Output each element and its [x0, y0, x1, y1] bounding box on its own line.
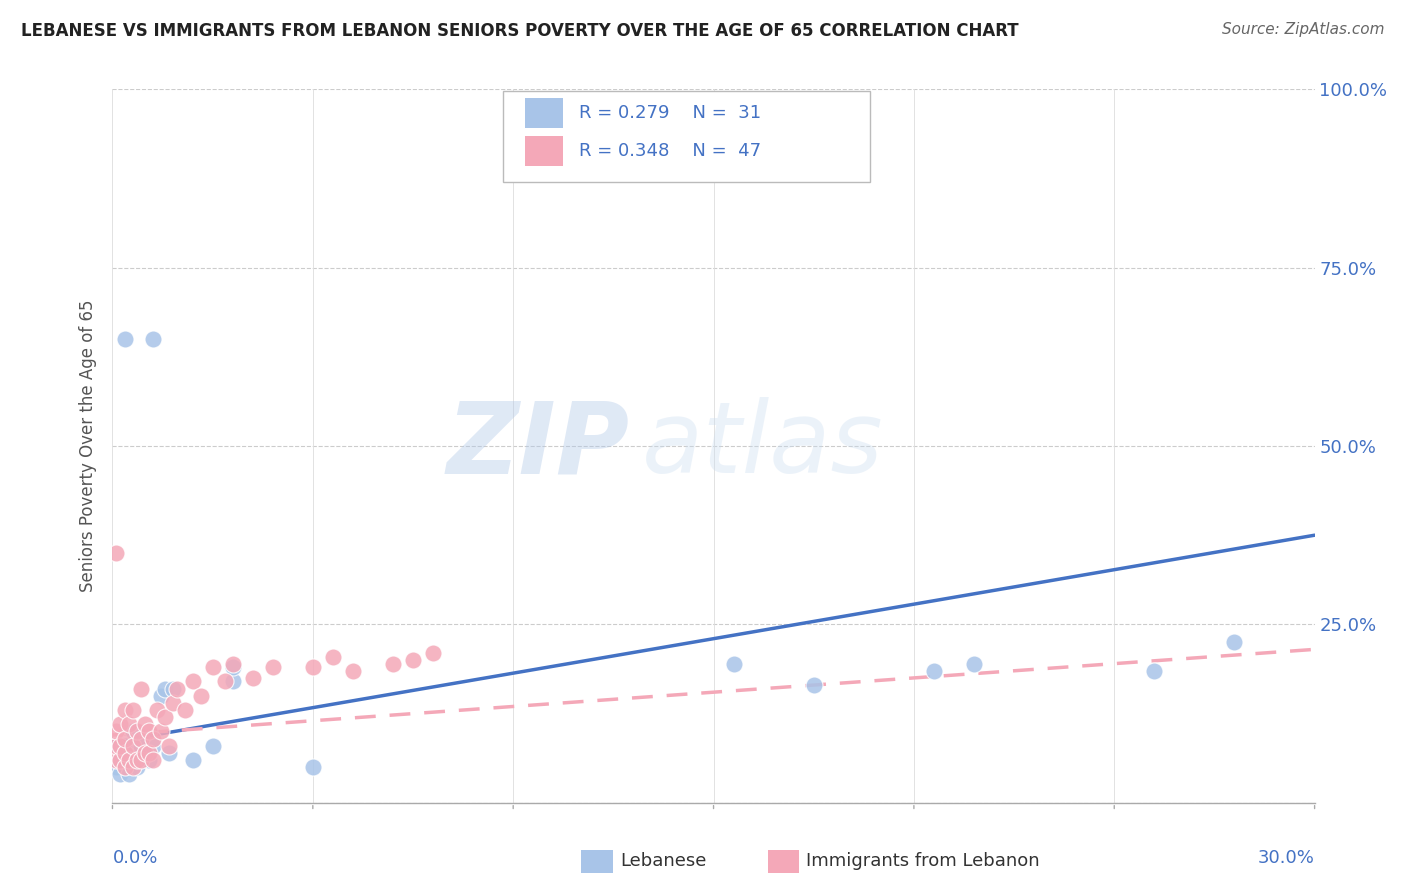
- Point: [222, 674, 245, 689]
- Point: [302, 760, 325, 774]
- Point: [214, 674, 236, 689]
- Point: [963, 657, 986, 671]
- Point: [162, 681, 184, 696]
- Text: 0.0%: 0.0%: [112, 849, 157, 867]
- Point: [723, 657, 745, 671]
- FancyBboxPatch shape: [768, 850, 799, 872]
- Point: [129, 739, 152, 753]
- Point: [129, 681, 152, 696]
- Point: [110, 739, 132, 753]
- Point: [201, 660, 224, 674]
- Point: [117, 717, 139, 731]
- Point: [190, 689, 212, 703]
- Point: [121, 753, 143, 767]
- Point: [138, 724, 160, 739]
- Point: [110, 753, 132, 767]
- Point: [157, 746, 180, 760]
- Point: [342, 664, 364, 678]
- Point: [1143, 664, 1166, 678]
- FancyBboxPatch shape: [581, 850, 613, 872]
- Point: [322, 649, 344, 664]
- FancyBboxPatch shape: [524, 136, 564, 166]
- Point: [110, 717, 132, 731]
- Y-axis label: Seniors Poverty Over the Age of 65: Seniors Poverty Over the Age of 65: [79, 300, 97, 592]
- Point: [121, 739, 143, 753]
- Point: [242, 671, 264, 685]
- FancyBboxPatch shape: [524, 98, 564, 128]
- Point: [153, 681, 176, 696]
- Point: [129, 753, 152, 767]
- Text: R = 0.348    N =  47: R = 0.348 N = 47: [579, 142, 761, 160]
- Point: [114, 332, 136, 346]
- Point: [302, 660, 325, 674]
- Point: [134, 717, 156, 731]
- Point: [1223, 635, 1246, 649]
- Text: Source: ZipAtlas.com: Source: ZipAtlas.com: [1222, 22, 1385, 37]
- Point: [105, 724, 128, 739]
- Point: [125, 760, 148, 774]
- Point: [153, 710, 176, 724]
- Text: 30.0%: 30.0%: [1258, 849, 1315, 867]
- Point: [138, 746, 160, 760]
- Point: [382, 657, 405, 671]
- Text: Immigrants from Lebanon: Immigrants from Lebanon: [806, 853, 1039, 871]
- Point: [166, 681, 188, 696]
- Point: [129, 731, 152, 746]
- Point: [262, 660, 284, 674]
- Text: Lebanese: Lebanese: [620, 853, 706, 871]
- Point: [181, 753, 204, 767]
- Point: [222, 660, 245, 674]
- Point: [181, 674, 204, 689]
- Point: [162, 696, 184, 710]
- Point: [145, 703, 167, 717]
- Point: [201, 739, 224, 753]
- Point: [110, 767, 132, 781]
- Text: LEBANESE VS IMMIGRANTS FROM LEBANON SENIORS POVERTY OVER THE AGE OF 65 CORRELATI: LEBANESE VS IMMIGRANTS FROM LEBANON SENI…: [21, 22, 1019, 40]
- Point: [105, 753, 128, 767]
- Point: [149, 724, 172, 739]
- Point: [157, 739, 180, 753]
- Point: [114, 703, 136, 717]
- Point: [105, 739, 128, 753]
- Point: [149, 689, 172, 703]
- Point: [125, 753, 148, 767]
- Point: [121, 703, 143, 717]
- Text: R = 0.279    N =  31: R = 0.279 N = 31: [579, 103, 761, 122]
- Point: [141, 753, 163, 767]
- Point: [117, 753, 139, 767]
- Point: [110, 753, 132, 767]
- Point: [141, 739, 163, 753]
- Point: [134, 746, 156, 760]
- Point: [173, 703, 195, 717]
- Text: ZIP: ZIP: [446, 398, 630, 494]
- Point: [105, 739, 128, 753]
- Point: [117, 746, 139, 760]
- Point: [125, 724, 148, 739]
- Point: [402, 653, 425, 667]
- Point: [105, 546, 128, 560]
- Point: [114, 760, 136, 774]
- Point: [134, 746, 156, 760]
- Point: [117, 767, 139, 781]
- FancyBboxPatch shape: [503, 91, 870, 182]
- Point: [141, 332, 163, 346]
- Text: atlas: atlas: [641, 398, 883, 494]
- Point: [114, 739, 136, 753]
- Point: [121, 724, 143, 739]
- Point: [114, 731, 136, 746]
- Point: [803, 678, 825, 692]
- Point: [222, 657, 245, 671]
- Point: [105, 760, 128, 774]
- Point: [141, 731, 163, 746]
- Point: [121, 760, 143, 774]
- Point: [922, 664, 945, 678]
- Point: [138, 753, 160, 767]
- Point: [422, 646, 444, 660]
- Point: [114, 746, 136, 760]
